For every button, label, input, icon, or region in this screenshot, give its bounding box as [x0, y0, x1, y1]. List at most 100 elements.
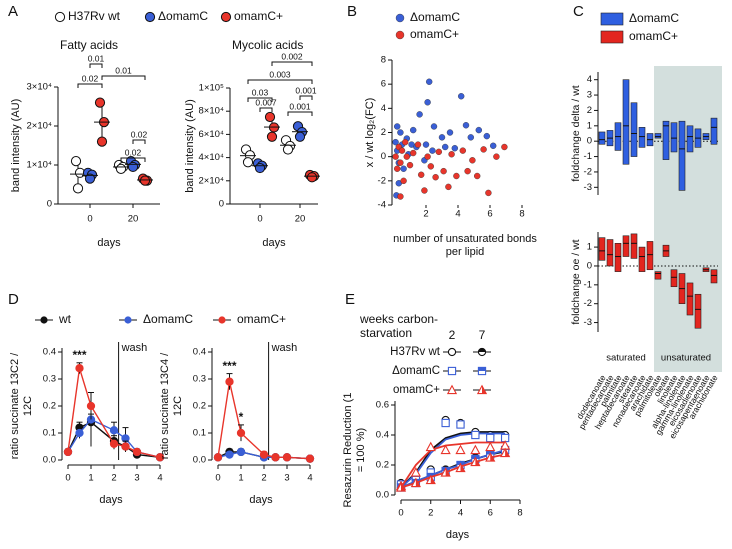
legend-label: omamC+ [234, 9, 283, 23]
y-tick-label: 2×10⁴ [27, 121, 52, 132]
y-axis-label: x / wt log₂(FC) [364, 98, 376, 168]
legend-label: wt [58, 312, 72, 326]
range-bar [678, 120, 686, 191]
range-bar [638, 246, 646, 272]
x-tick-label: 0 [257, 214, 262, 225]
annotation: wash [271, 342, 298, 354]
legend-header: 2 [449, 328, 456, 342]
fit-curve [400, 441, 506, 488]
legend-label: H37Rv wt [390, 346, 441, 358]
legend-marker [144, 11, 156, 23]
range-bar [654, 271, 662, 280]
panel-label: E [345, 291, 355, 308]
point [432, 174, 439, 181]
point [501, 143, 508, 151]
marker [63, 447, 73, 457]
y-tick-label: 2 [381, 127, 386, 138]
point [440, 167, 447, 175]
x-tick-label: 8 [517, 508, 522, 519]
bracket [271, 61, 313, 66]
y-tick-label: 3 [587, 90, 592, 101]
x-tick-label: 0 [398, 508, 403, 519]
bracket [247, 79, 313, 84]
bracket [101, 75, 146, 80]
group-label: unsaturated [661, 353, 711, 364]
range-bar [654, 133, 662, 139]
point [84, 173, 96, 184]
range-bar [598, 131, 606, 145]
x-tick-label: 0 [65, 473, 70, 484]
point [458, 93, 465, 100]
y-tick-label: 4×10⁴ [199, 152, 224, 163]
p-value: 0.01 [88, 53, 105, 63]
y-tick-label: 1 [587, 242, 592, 253]
legend-marker [446, 384, 458, 395]
panel-label: C [573, 3, 584, 20]
legend-label: omamC+ [393, 384, 440, 396]
point [480, 146, 487, 153]
y-tick-label: 0.1 [43, 428, 56, 439]
legend-label: ΔomamC [392, 365, 440, 377]
point [464, 167, 471, 175]
x-tick-label: 2 [423, 209, 428, 220]
legend-label: omamC+ [629, 29, 678, 43]
point [294, 131, 306, 142]
bracket [89, 63, 103, 68]
legend-marker [40, 316, 48, 324]
x-tick-label: 6 [487, 209, 492, 220]
point [402, 138, 409, 146]
legend-label: ΔomamC [629, 11, 679, 25]
p-value: 0.01 [115, 65, 132, 75]
legend-swatch [600, 30, 624, 44]
point [266, 131, 278, 142]
range-bar [662, 120, 670, 160]
y-tick-label: 0.2 [43, 401, 56, 412]
point [469, 157, 476, 164]
range-bar [670, 122, 678, 153]
x-tick-label: 3 [284, 473, 289, 484]
y-tick-label: 0.1 [193, 428, 206, 439]
point [490, 142, 497, 149]
y-tick-label: 0.0 [193, 455, 206, 466]
point [453, 172, 460, 180]
y-tick-label: 2×10⁴ [199, 175, 224, 186]
legend-marker-half [482, 385, 487, 394]
x-tick-label: 2 [428, 508, 433, 519]
legend-marker [447, 347, 457, 357]
point [392, 153, 399, 160]
x-tick-label: 1 [238, 473, 243, 484]
marker-half [430, 475, 435, 484]
marker [75, 364, 84, 373]
marker [132, 447, 142, 457]
point [429, 147, 436, 154]
legend-marker [220, 11, 232, 23]
y-tick-label: 0.4 [193, 347, 206, 358]
x-tick-label: 4 [157, 473, 162, 484]
y-tick-label: 0 [381, 151, 386, 162]
y-tick-label: -2 [584, 166, 592, 177]
y-tick-label: 0 [219, 199, 224, 210]
point [70, 156, 82, 167]
series-line [217, 381, 311, 460]
point [421, 187, 428, 194]
chart-title: Mycolic acids [232, 38, 303, 52]
x-tick-label: 4 [307, 473, 312, 484]
marker-half [415, 478, 421, 487]
marker [425, 441, 436, 452]
point [448, 151, 455, 158]
marker-half [445, 468, 450, 477]
point [416, 111, 423, 118]
point [400, 165, 407, 172]
p-value: 0.03 [252, 87, 269, 97]
point [485, 189, 492, 197]
p-value: 0.02 [125, 147, 142, 157]
y-tick-label: 1×10⁵ [199, 83, 224, 94]
marker [259, 450, 269, 459]
legend-title-box: weeks carbon-starvation [360, 313, 438, 340]
marker [155, 453, 165, 462]
legend-marker-half [478, 348, 486, 352]
y-tick-label: 1 [587, 120, 592, 131]
y-axis-label: band intensity (AU) [184, 99, 196, 193]
y-tick-label: 3×10⁴ [27, 82, 52, 93]
y-tick-label: 0 [47, 199, 52, 210]
